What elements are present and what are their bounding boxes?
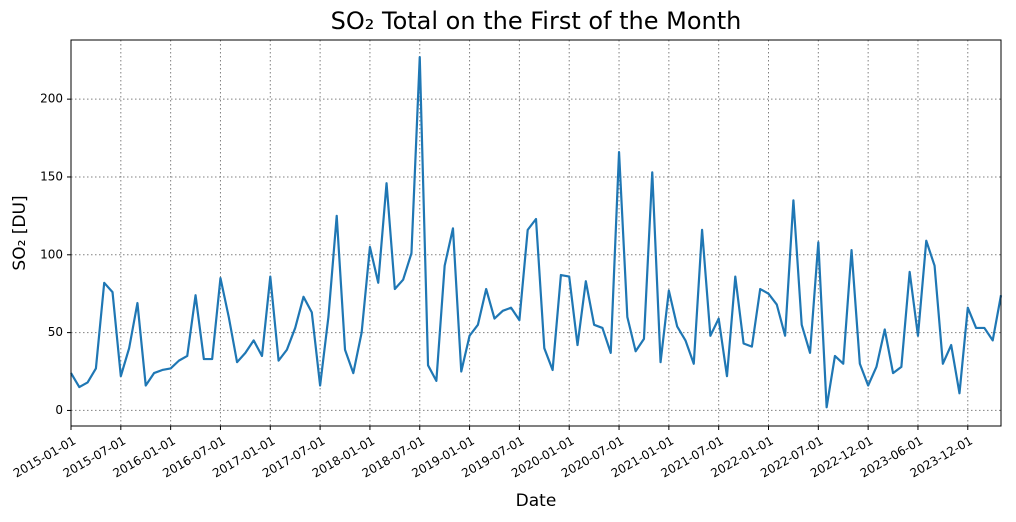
y-tick-label: 50 bbox=[48, 325, 63, 339]
x-axis-label: Date bbox=[516, 491, 557, 511]
data-line bbox=[70, 56, 1003, 409]
y-tick-label: 100 bbox=[40, 247, 63, 261]
plot-frame bbox=[70, 39, 1002, 427]
y-tick-label: 0 bbox=[55, 403, 63, 417]
chart-title: SO₂ Total on the First of the Month bbox=[331, 7, 742, 35]
y-axis-label: SO₂ [DU] bbox=[10, 195, 30, 270]
y-tick-label: 200 bbox=[40, 92, 63, 106]
y-tick-label: 150 bbox=[40, 169, 63, 183]
